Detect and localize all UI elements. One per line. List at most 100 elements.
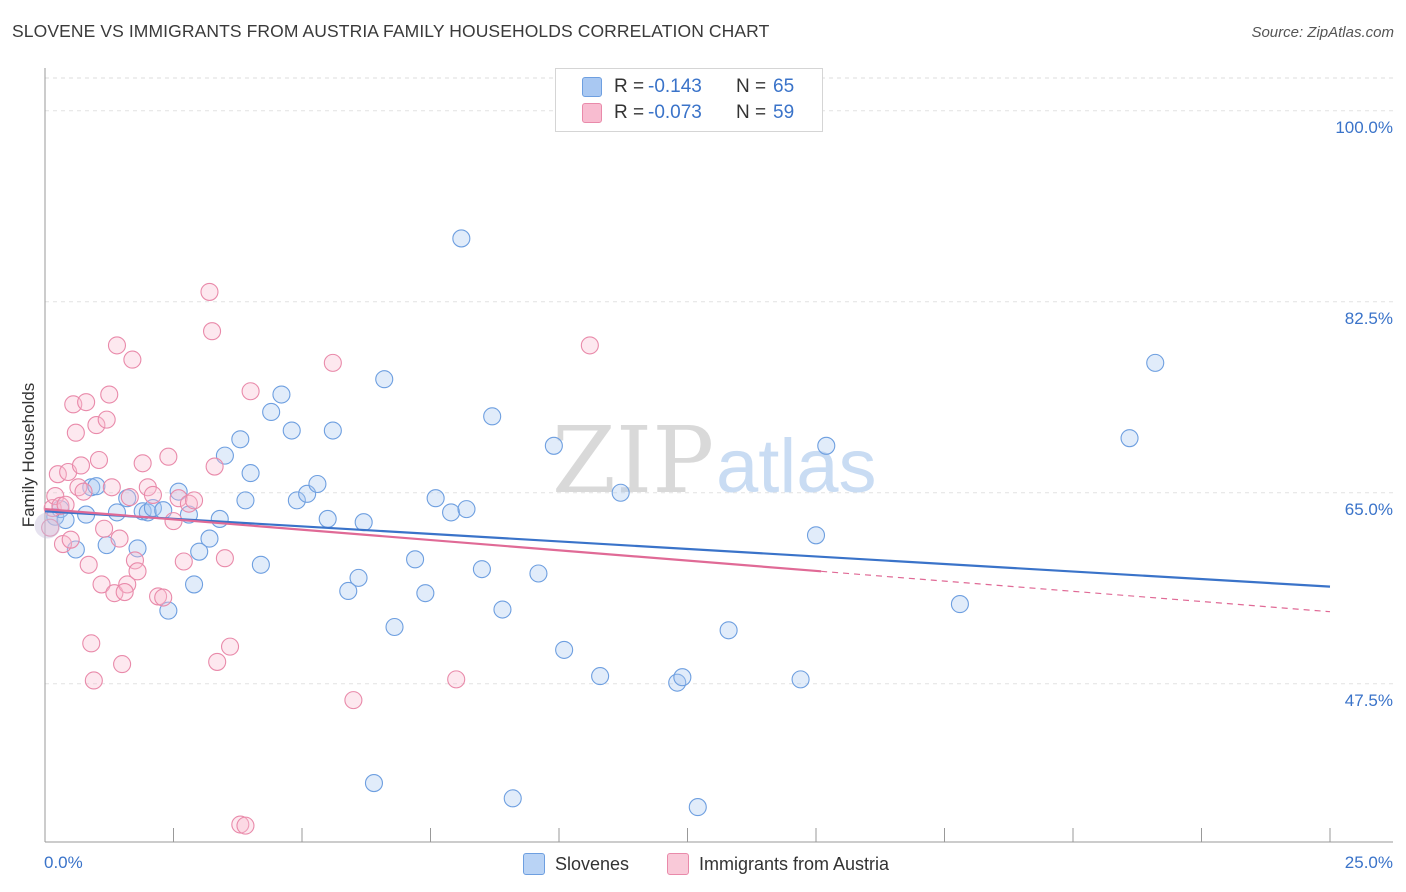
data-point: [89, 450, 109, 470]
data-point: [236, 816, 255, 835]
data-point: [344, 691, 363, 710]
legend-n-value: 65: [773, 76, 795, 97]
data-point: [190, 542, 209, 561]
grid-lines: [45, 77, 1393, 685]
data-point: [95, 519, 114, 538]
data-point: [241, 464, 260, 483]
data-point-cluster: [34, 512, 61, 539]
data-point: [442, 503, 461, 522]
y-tick-label: 47.5%: [1344, 690, 1393, 710]
data-point: [611, 483, 630, 502]
legend-swatch-austria: [582, 103, 602, 123]
data-point: [220, 637, 240, 656]
data-point: [123, 350, 142, 369]
data-point: [97, 410, 116, 429]
data-point: [169, 489, 188, 508]
data-point: [84, 671, 103, 690]
watermark-zip: ZIP: [552, 407, 714, 514]
data-point: [385, 617, 404, 637]
data-point: [87, 416, 106, 435]
data-point: [406, 550, 425, 569]
data-point: [241, 382, 260, 401]
axes: [44, 68, 1393, 843]
watermark: ZIP atlas: [552, 407, 877, 514]
legend-r-value: -0.073: [648, 102, 702, 123]
bottom-legend-label: Slovenes: [555, 854, 630, 874]
bottom-legend-label: Immigrants from Austria: [699, 854, 890, 874]
y-tick-label: 65.0%: [1344, 499, 1393, 519]
data-point: [719, 621, 738, 640]
data-point: [113, 655, 132, 674]
data-point: [143, 485, 162, 504]
legend-r-label: R =: [614, 76, 645, 97]
data-point: [159, 447, 178, 466]
data-point: [61, 530, 80, 549]
data-point: [179, 494, 198, 513]
data-point: [120, 488, 139, 507]
data-point: [115, 583, 134, 602]
legend-n-label: N =: [736, 76, 767, 97]
data-point: [426, 489, 445, 508]
data-point: [580, 336, 599, 355]
data-point: [375, 370, 394, 389]
data-point: [529, 564, 548, 583]
data-point: [544, 436, 563, 455]
legend-n-value: 59: [773, 102, 795, 123]
data-point: [210, 509, 229, 528]
data-point: [203, 322, 222, 341]
chart-title: SLOVENE VS IMMIGRANTS FROM AUSTRIA FAMIL…: [12, 21, 770, 41]
data-point: [164, 512, 183, 531]
legend-swatch-slovenes: [582, 77, 602, 97]
legend-r-label: R =: [614, 102, 645, 123]
legend-n-label: N =: [736, 102, 767, 123]
data-point: [591, 667, 610, 686]
trend-line-austria: [44, 508, 822, 573]
data-point: [107, 336, 127, 355]
data-point: [364, 774, 384, 793]
data-point: [205, 457, 224, 476]
data-point: [185, 491, 204, 510]
data-point: [74, 482, 93, 501]
data-point: [200, 529, 219, 548]
trend-line-austria-extension: [821, 570, 1331, 613]
data-point: [457, 500, 476, 519]
data-point: [806, 526, 826, 545]
bottom-legend-swatch-austria: [667, 853, 689, 875]
data-point: [339, 581, 358, 601]
data-point: [200, 282, 219, 301]
data-point: [1146, 353, 1165, 372]
data-point: [110, 529, 129, 548]
data-point: [66, 423, 85, 442]
data-point: [71, 456, 91, 475]
data-point: [133, 454, 152, 473]
data-point: [41, 518, 60, 537]
x-axis-min-label: 0.0%: [44, 853, 83, 872]
trend-lines: [44, 508, 1331, 613]
data-point: [208, 652, 227, 671]
data-point: [503, 789, 522, 808]
data-point: [323, 421, 342, 440]
data-point: [354, 513, 373, 532]
data-point: [447, 670, 466, 689]
data-point: [668, 673, 687, 692]
data-point: [107, 503, 127, 522]
data-point: [169, 482, 188, 501]
data-point: [128, 539, 147, 558]
bottom-legend-swatch-slovenes: [523, 853, 545, 875]
data-point: [174, 552, 193, 571]
data-point: [673, 668, 692, 687]
trend-line-slovenes: [44, 510, 1331, 588]
data-point: [251, 555, 270, 574]
data-point: [128, 562, 147, 581]
data-point: [416, 584, 435, 603]
data-point: [100, 385, 119, 404]
source-label: Source: ZipAtlas.com: [1251, 24, 1394, 41]
data-point: [79, 555, 98, 574]
data-point: [215, 549, 234, 568]
data-point: [236, 491, 255, 510]
data-point: [950, 595, 969, 614]
data-point: [1120, 429, 1139, 448]
data-point: [102, 478, 121, 497]
y-tick-label: 82.5%: [1344, 308, 1393, 328]
